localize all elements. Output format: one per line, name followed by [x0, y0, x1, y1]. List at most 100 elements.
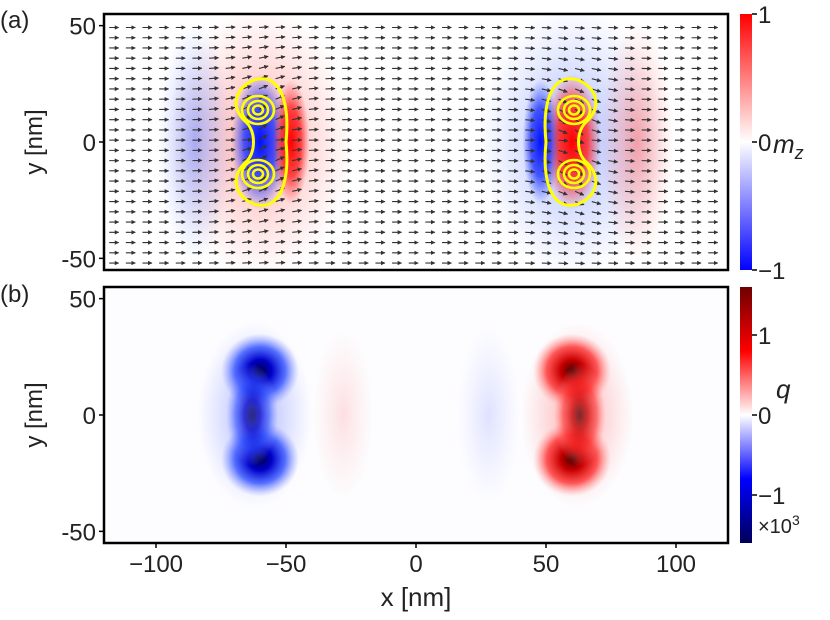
magnetization-arrow: [625, 66, 635, 71]
magnetization-arrow: [558, 190, 568, 196]
y-axis-b: 50 0 -50: [61, 287, 104, 546]
magnetization-arrow: [225, 65, 236, 70]
magnetization-arrow: [242, 137, 253, 142]
magnetization-arrow: [624, 107, 635, 113]
magnetization-arrow: [591, 220, 602, 226]
magnetization-arrow: [541, 250, 552, 256]
magnetization-arrow: [558, 261, 569, 266]
magnetization-arrow: [225, 167, 236, 172]
magnetization-arrow: [591, 77, 602, 83]
magnetization-arrow: [308, 188, 319, 193]
mz-inner-core: [522, 79, 559, 205]
magnetization-arrow: [225, 35, 236, 40]
magnetization-arrow: [258, 144, 268, 151]
magnetization-arrow: [225, 127, 236, 132]
colorbar-b-label: q: [776, 374, 791, 404]
magnetization-arrow: [208, 76, 219, 81]
magnetization-arrow: [225, 157, 236, 162]
contour-ring: [246, 163, 270, 185]
magnetization-arrow: [591, 149, 602, 154]
magnetization-arrow: [525, 77, 536, 82]
magnetization-arrow: [258, 250, 269, 255]
magnetization-arrow: [292, 208, 303, 214]
mz-inner-core: [273, 79, 310, 205]
magnetization-arrow: [209, 65, 219, 71]
magnetization-arrow: [209, 158, 219, 163]
magnetization-arrow: [591, 25, 602, 31]
heatmap-b: [104, 287, 728, 543]
magnetization-arrow: [258, 34, 269, 40]
magnetization-arrow: [591, 119, 602, 124]
magnetization-arrow: [608, 56, 619, 61]
magnetization-arrow: [225, 239, 236, 245]
magnetization-arrow: [625, 117, 635, 123]
magnetization-arrow: [258, 239, 269, 245]
magnetization-arrow: [225, 229, 236, 234]
magnetization-arrow: [591, 56, 602, 62]
magnetization-arrow: [574, 190, 585, 196]
magnetization-arrow: [275, 197, 286, 203]
magnetization-arrow: [292, 105, 302, 111]
magnetization-arrow: [574, 88, 585, 94]
colorbar-a: [740, 14, 752, 270]
q-fringe: [457, 326, 520, 504]
magnetization-arrow: [258, 54, 269, 60]
magnetization-arrow: [624, 179, 635, 184]
magnetization-arrow: [292, 65, 303, 70]
colorbar-b-multiplier-base: ×10: [758, 516, 792, 538]
contour-ring: [567, 104, 581, 116]
magnetization-arrow: [275, 137, 286, 142]
magnetization-arrow: [275, 176, 285, 182]
magnetization-arrow: [258, 84, 269, 90]
magnetization-arrow: [575, 241, 585, 246]
magnetization-arrow: [541, 35, 552, 41]
colorbar-a-label-symbol: m: [773, 129, 795, 159]
xtick-label: 0: [409, 551, 422, 578]
magnetization-arrow: [242, 85, 252, 90]
magnetization-arrow: [292, 219, 303, 224]
magnetization-arrow: [242, 229, 253, 234]
magnetization-arrow: [275, 55, 286, 60]
colorbar-b: [740, 287, 752, 543]
contour-ring: [246, 99, 270, 121]
xlabel-b: x [nm]: [381, 582, 452, 612]
magnetization-arrow: [308, 158, 319, 163]
colorbar-b-multiplier-exp: 3: [792, 512, 800, 528]
magnetization-arrow: [574, 67, 585, 72]
magnetization-arrow: [608, 190, 619, 195]
magnetization-arrow: [608, 108, 619, 113]
magnetization-arrow: [225, 208, 236, 214]
magnetization-arrow: [541, 46, 552, 51]
xtick-label: −50: [266, 551, 307, 578]
magnetization-arrow: [292, 187, 302, 193]
magnetization-arrow: [308, 65, 319, 71]
magnetization-arrow: [525, 128, 536, 133]
contour-ring: [562, 99, 586, 121]
xtick-label: −100: [129, 551, 183, 578]
magnetization-arrow: [275, 250, 286, 255]
magnetization-arrow: [541, 56, 552, 62]
magnetization-arrow: [292, 198, 303, 203]
magnetization-arrow: [258, 208, 269, 213]
heatmap-a: [104, 14, 728, 270]
magnetization-arrow: [608, 66, 619, 72]
contour-ring: [567, 168, 581, 180]
magnetization-arrow: [608, 118, 619, 123]
magnetization-arrow: [275, 24, 286, 30]
magnetization-arrow: [209, 219, 219, 224]
magnetization-arrow: [541, 190, 552, 195]
magnetization-arrow: [591, 200, 602, 206]
magnetization-arrow: [225, 75, 236, 80]
magnetization-arrow: [608, 159, 619, 164]
magnetization-arrow: [225, 198, 236, 203]
magnetization-arrow: [308, 178, 319, 183]
magnetization-arrow: [575, 221, 585, 226]
magnetization-arrow: [292, 35, 303, 40]
magnetization-arrow: [308, 198, 319, 204]
magnetization-arrow: [608, 220, 619, 225]
magnetization-arrow: [591, 240, 602, 246]
magnetization-arrow: [541, 240, 552, 246]
magnetization-arrow: [558, 88, 568, 93]
magnetization-arrow: [525, 179, 536, 184]
magnetization-arrow: [275, 75, 286, 80]
